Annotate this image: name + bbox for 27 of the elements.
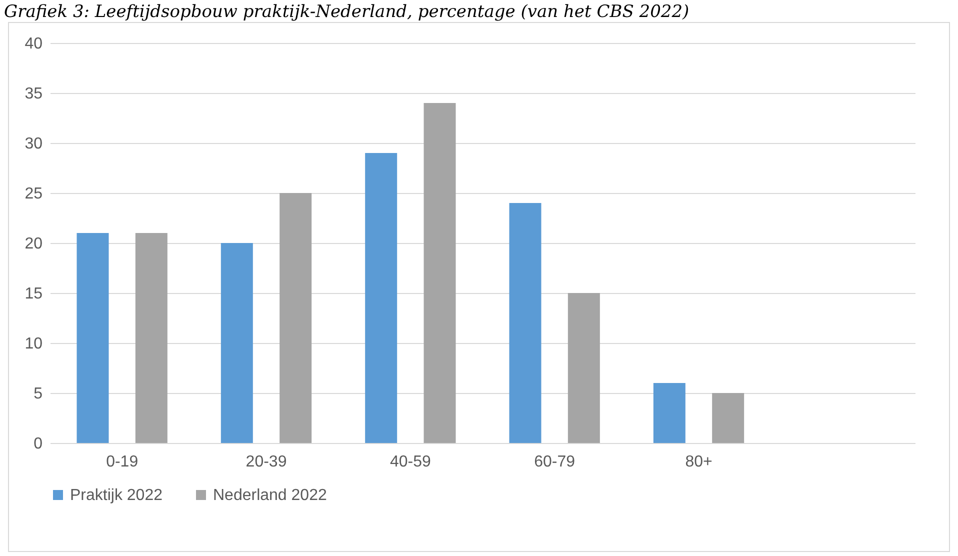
y-tick-label: 0 bbox=[34, 436, 43, 452]
chart-title: Grafiek 3: Leeftijdsopbouw praktijk-Nederland, percentage (van het CBS 2022) bbox=[3, 1, 690, 22]
x-tick-label: 80+ bbox=[685, 454, 712, 470]
x-tick-label: 40-59 bbox=[390, 454, 431, 470]
y-tick-label: 25 bbox=[24, 186, 43, 202]
bar bbox=[365, 153, 398, 443]
y-tick-label: 20 bbox=[24, 236, 43, 252]
legend-label: Praktijk 2022 bbox=[70, 487, 163, 504]
bar bbox=[220, 243, 253, 443]
bar bbox=[509, 203, 542, 443]
bar bbox=[424, 103, 456, 443]
bar bbox=[76, 233, 109, 443]
x-tick-label: 0-19 bbox=[106, 454, 138, 470]
x-tick-label: 20-39 bbox=[246, 454, 287, 470]
legend-label: Nederland 2022 bbox=[213, 487, 327, 504]
y-tick-label: 5 bbox=[34, 386, 43, 402]
bar bbox=[280, 193, 312, 443]
y-tick-label: 35 bbox=[24, 86, 43, 102]
y-tick-label: 40 bbox=[24, 36, 43, 52]
bar bbox=[712, 393, 744, 443]
bar bbox=[568, 293, 600, 443]
x-tick-label: 60-79 bbox=[534, 454, 576, 470]
bar bbox=[653, 383, 686, 443]
y-tick-label: 10 bbox=[24, 336, 43, 352]
y-tick-label: 15 bbox=[24, 286, 43, 302]
bar bbox=[135, 233, 168, 443]
y-tick-label: 30 bbox=[24, 136, 43, 152]
